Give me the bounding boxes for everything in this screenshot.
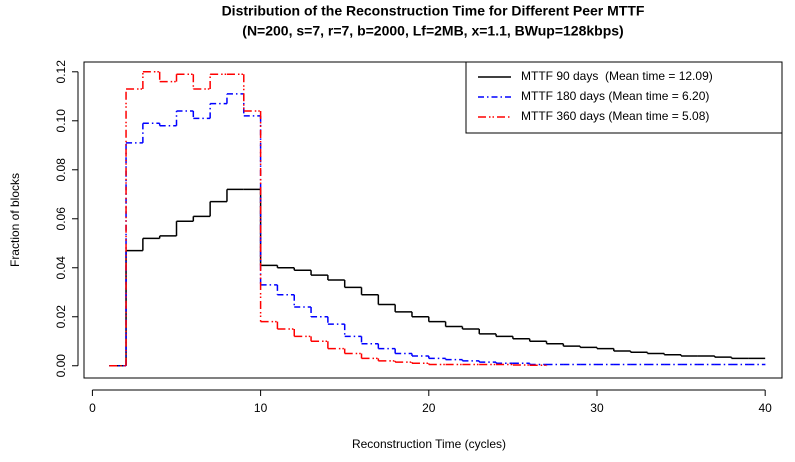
y-tick-label: 0.02 (54, 305, 68, 329)
y-tick-label: 0.12 (54, 60, 68, 84)
legend-label: MTTF 360 days (Mean time = 5.08) (521, 109, 709, 123)
x-tick-label: 30 (590, 401, 604, 415)
x-axis-label: Reconstruction Time (cycles) (352, 437, 506, 451)
x-tick-label: 20 (422, 401, 436, 415)
chart-title: Distribution of the Reconstruction Time … (222, 3, 645, 19)
y-tick-label: 0.10 (54, 109, 68, 133)
x-tick-label: 0 (89, 401, 96, 415)
x-tick-label: 10 (254, 401, 268, 415)
y-tick-label: 0.08 (54, 158, 68, 182)
plot-frame (83, 61, 783, 379)
y-tick-label: 0.00 (54, 354, 68, 378)
legend-label: MTTF 180 days (Mean time = 6.20) (521, 89, 709, 103)
chart-subtitle: (N=200, s=7, r=7, b=2000, Lf=2MB, x=1.1,… (242, 23, 623, 39)
legend-box (465, 61, 783, 134)
series-line (109, 93, 766, 367)
y-axis-label: Fraction of blocks (8, 173, 22, 267)
x-tick-label: 40 (759, 401, 773, 415)
series-line (109, 188, 766, 367)
y-tick-label: 0.06 (54, 207, 68, 231)
y-tick-label: 0.04 (54, 256, 68, 280)
legend-label: MTTF 90 days (Mean time = 12.09) (521, 69, 713, 83)
series-line (109, 71, 548, 367)
